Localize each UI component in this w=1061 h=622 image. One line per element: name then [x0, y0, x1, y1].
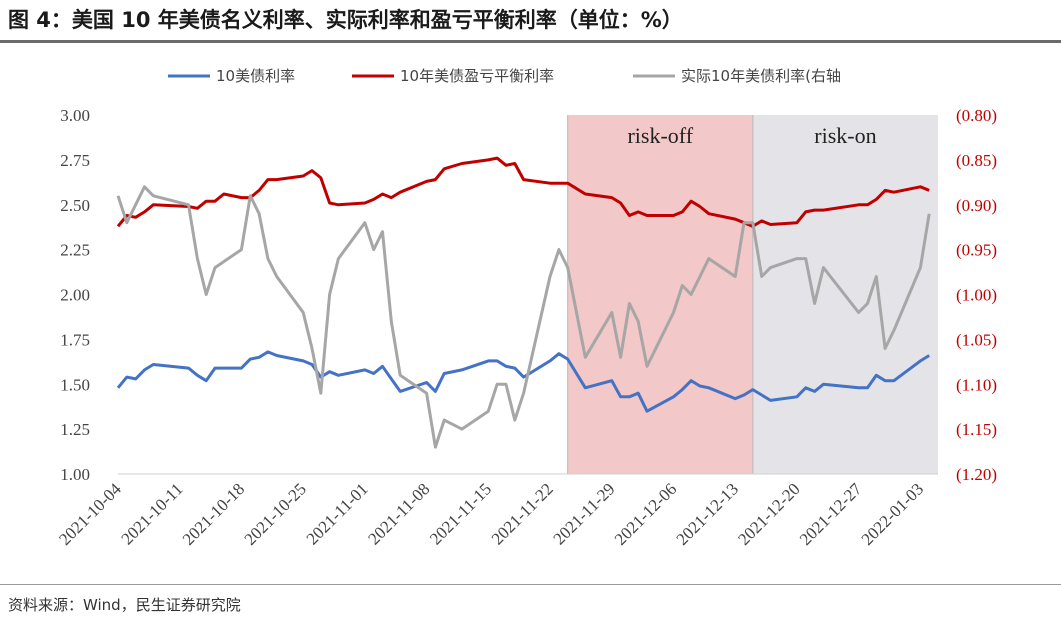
x-tick-label: 2021-10-18: [179, 479, 249, 549]
x-tick-label: 2021-11-29: [550, 479, 619, 548]
right-tick-label: (0.85): [956, 151, 997, 170]
chart-title: 图 4：美国 10 年美债名义利率、实际利率和盈亏平衡利率（单位：%）: [8, 8, 683, 32]
x-tick-label: 2022-01-03: [858, 479, 928, 549]
title-rule: [0, 40, 1061, 43]
left-tick-label: 2.50: [60, 196, 90, 215]
region-label: risk-off: [627, 123, 693, 148]
legend-label-3: 实际10年美债利率(右轴: [681, 67, 841, 85]
right-axis-ticks: (1.20) (1.15) (1.10) (1.05) (1.00) (0.95) (0.9…: [956, 106, 997, 484]
series-line-3: [116, 185, 931, 449]
x-tick-label: 2021-11-08: [364, 479, 433, 548]
left-tick-label: 2.75: [60, 151, 90, 170]
line-chart: risk-off risk-on 1.00 1.25 1.50 1.75 2.00 2.25…: [55, 67, 997, 549]
x-tick-label: 2021-12-27: [796, 479, 866, 549]
series-lines: [116, 156, 931, 449]
x-tick-label: 2021-11-15: [426, 479, 495, 548]
footer-rule: [0, 584, 1061, 585]
legend-label-1: 10美债利率: [216, 67, 295, 85]
x-tick-label: 2021-12-20: [734, 479, 804, 549]
legend-label-2: 10年美债盈亏平衡利率: [400, 67, 554, 85]
x-tick-label: 2021-11-01: [303, 479, 372, 548]
region-label: risk-on: [814, 123, 876, 148]
right-tick-label: (1.10): [956, 375, 997, 394]
series-line-2: [116, 156, 930, 228]
regime-regions: risk-off risk-on: [567, 115, 938, 474]
right-tick-label: (0.95): [956, 241, 997, 260]
x-tick-label: 2021-12-13: [673, 479, 743, 549]
right-tick-label: (1.00): [956, 286, 997, 305]
region-risk-off: [567, 115, 753, 474]
source-note: 资料来源：Wind，民生证券研究院: [8, 596, 241, 614]
series-line-1: [116, 350, 930, 413]
x-tick-label: 2021-12-06: [611, 479, 681, 549]
left-tick-label: 1.50: [60, 375, 90, 394]
chart-legend: 10美债利率 10年美债盈亏平衡利率 实际10年美债利率(右轴: [168, 67, 841, 85]
x-tick-label: 2021-10-04: [55, 479, 125, 549]
left-tick-label: 2.25: [60, 241, 90, 260]
left-tick-label: 3.00: [60, 106, 90, 125]
x-axis-ticks: 2021-10-042021-10-112021-10-182021-10-25…: [55, 479, 927, 549]
right-tick-label: (1.05): [956, 330, 997, 349]
x-tick-label: 2021-11-22: [488, 479, 557, 548]
right-tick-label: (1.15): [956, 420, 997, 439]
x-tick-label: 2021-10-25: [240, 479, 310, 549]
left-tick-label: 1.00: [60, 465, 90, 484]
left-tick-label: 2.00: [60, 286, 90, 305]
left-tick-label: 1.75: [60, 330, 90, 349]
right-tick-label: (0.90): [956, 196, 997, 215]
right-tick-label: (0.80): [956, 106, 997, 125]
left-axis-ticks: 1.00 1.25 1.50 1.75 2.00 2.25 2.50 2.75 3.00: [60, 106, 90, 484]
right-tick-label: (1.20): [956, 465, 997, 484]
left-tick-label: 1.25: [60, 420, 90, 439]
x-tick-label: 2021-10-11: [117, 479, 186, 548]
